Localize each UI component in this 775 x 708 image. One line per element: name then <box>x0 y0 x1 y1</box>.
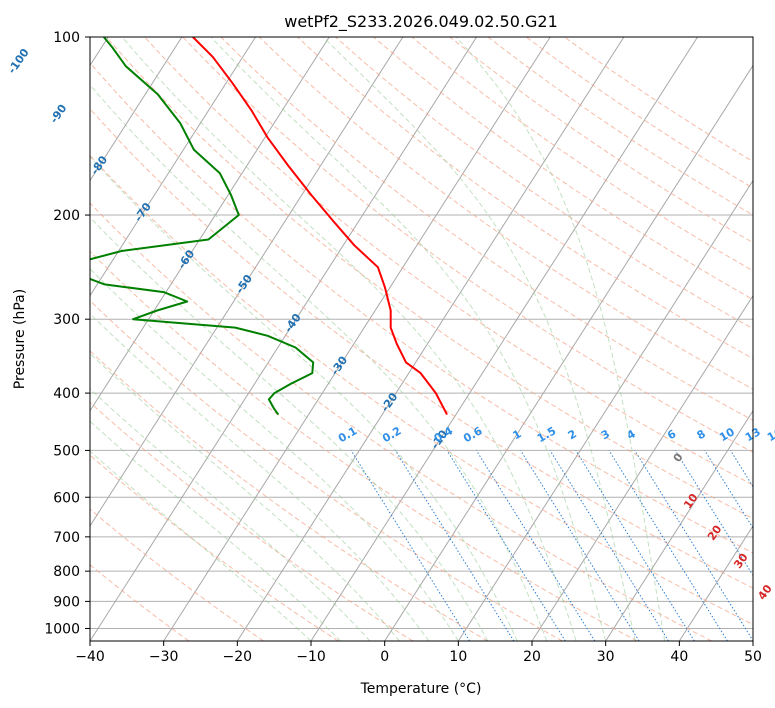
isotherm-lines <box>90 37 753 641</box>
mixing-ratio-line <box>394 450 515 641</box>
moist-adiabat-line <box>455 37 666 641</box>
dry-adiabat-line <box>220 37 753 421</box>
moist-adiabat-line <box>121 37 577 641</box>
dry-adiabat-line <box>90 250 638 641</box>
y-axis-title: Pressure (hPa) <box>12 289 28 389</box>
sounding-profile-line <box>192 37 448 416</box>
x-tick-label: −10 <box>296 649 326 665</box>
y-tick-label: 100 <box>53 30 80 46</box>
isotherm-line <box>457 179 753 641</box>
dry-adiabat-lines <box>90 37 753 641</box>
dry-adiabat-line <box>90 202 712 641</box>
dry-adiabat-line <box>182 37 753 453</box>
isotherm-line <box>90 37 256 297</box>
x-tick-label: 10 <box>449 649 467 665</box>
isotherm-line <box>90 37 183 182</box>
moist-adiabat-line <box>90 156 518 641</box>
mixing-ratio-line <box>446 450 566 641</box>
isotherm-line <box>236 37 625 641</box>
mixing-ratio-line <box>634 450 753 641</box>
y-tick-label: 300 <box>53 312 80 328</box>
moist-adiabat-line <box>90 216 489 641</box>
mixing-ratio-line <box>608 450 728 641</box>
isotherm-line <box>163 37 551 641</box>
moist-adiabat-lines <box>90 37 666 641</box>
chart-title: wetPf2_S233.2026.049.02.50.G21 <box>284 12 558 32</box>
x-tick-label: 40 <box>670 649 688 665</box>
sounding-profiles <box>90 37 448 416</box>
dry-adiabat-line <box>90 508 264 641</box>
moist-adiabat-line <box>210 37 607 641</box>
x-tick-label: −30 <box>149 649 179 665</box>
mixing-ratio-line <box>575 450 695 641</box>
mixing-ratio-line <box>520 450 640 641</box>
dry-adiabat-line <box>90 299 563 641</box>
mixing-ratio-line <box>674 450 753 577</box>
y-tick-label: 900 <box>53 594 80 610</box>
moist-adiabat-line <box>322 37 636 641</box>
y-tick-label: 1000 <box>44 621 80 637</box>
isotherm-line <box>90 37 404 527</box>
y-axis-ticks: 100 200 300 400 500 600 700 800 900 1000 <box>44 30 90 637</box>
isotherm-line <box>90 37 477 641</box>
moist-adiabat-line <box>90 313 430 641</box>
isotherm-line <box>605 409 753 641</box>
dry-adiabat-line <box>90 154 753 626</box>
x-tick-label: 50 <box>744 649 762 665</box>
x-tick-label: −20 <box>223 649 253 665</box>
x-axis-title: Temperature (°C) <box>360 681 482 697</box>
dry-adiabat-line <box>90 108 753 589</box>
sounding-profile-line <box>90 37 315 416</box>
x-axis-ticks: −40 −30 −20 −10 0 10 20 30 40 50 <box>75 641 762 665</box>
isotherm-line <box>384 64 753 641</box>
y-tick-label: 800 <box>53 564 80 580</box>
isotherm-line <box>531 294 753 641</box>
moist-adiabat-line <box>90 388 371 641</box>
x-tick-label: 30 <box>597 649 615 665</box>
dry-adiabat-line <box>106 37 753 520</box>
dry-adiabat-line <box>90 62 753 554</box>
isotherm-line <box>310 37 698 641</box>
x-tick-label: 20 <box>523 649 541 665</box>
mixing-ratio-line <box>475 450 596 641</box>
y-tick-label: 500 <box>53 443 80 459</box>
y-tick-label: 400 <box>53 386 80 402</box>
dry-adiabat-line <box>373 37 753 301</box>
plot-area <box>90 37 753 641</box>
dry-adiabat-line <box>90 454 339 641</box>
annotation-label: 16 <box>765 425 775 444</box>
mixing-ratio-line <box>549 450 669 641</box>
y-tick-label: 700 <box>53 530 80 546</box>
dry-adiabat-line <box>335 37 753 330</box>
mixing-ratio-line <box>350 450 471 641</box>
y-tick-label: 200 <box>53 208 80 224</box>
moist-adiabat-line <box>90 84 548 641</box>
dry-adiabat-line <box>90 350 488 641</box>
mixing-ratio-lines <box>350 450 753 641</box>
moist-adiabat-line <box>90 268 459 641</box>
isotherm-line <box>90 37 330 412</box>
x-tick-label: −40 <box>75 649 105 665</box>
x-tick-label: 0 <box>380 649 389 665</box>
pressure-grid <box>90 37 753 629</box>
moist-adiabat-line <box>90 420 341 641</box>
isotherm-line <box>678 524 753 641</box>
plot-frame <box>89 36 754 642</box>
y-tick-label: 600 <box>53 490 80 506</box>
